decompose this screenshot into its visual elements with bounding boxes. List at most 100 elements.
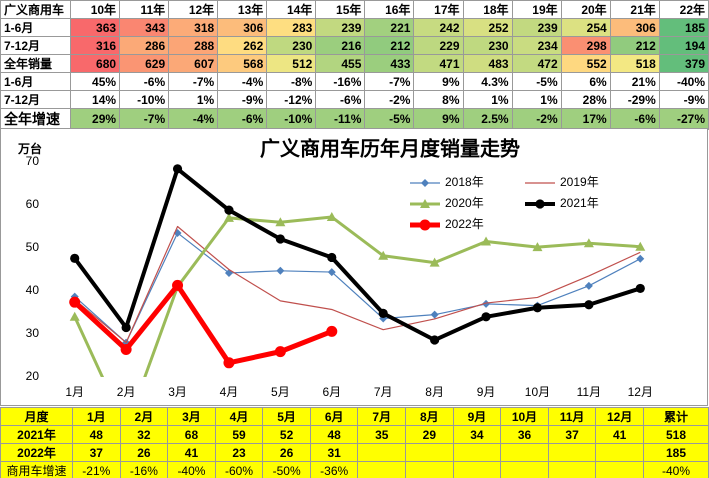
cell: 288 <box>168 36 219 55</box>
cell: -12% <box>266 90 317 109</box>
header-cell: 5月 <box>262 407 311 426</box>
cell <box>357 461 407 478</box>
header-cell: 累计 <box>643 407 709 426</box>
y-tick-label: 60 <box>26 197 40 211</box>
header-cell: 7月 <box>357 407 407 426</box>
cell: 6% <box>560 72 611 91</box>
cell: 2.5% <box>462 108 513 130</box>
cell: 379 <box>658 54 709 73</box>
cell: 298 <box>560 36 611 55</box>
cell: 552 <box>560 54 611 73</box>
x-tick-label: 8月 <box>425 385 444 399</box>
x-tick-label: 2月 <box>117 385 136 399</box>
cell: 全年销量 <box>0 54 71 73</box>
cell: 629 <box>119 54 170 73</box>
cell: -6% <box>217 108 268 130</box>
cell: 1% <box>168 90 219 109</box>
header-cell: 18年 <box>462 0 513 19</box>
cell: -40% <box>167 461 216 478</box>
x-tick-label: 10月 <box>525 385 550 399</box>
header-cell: 22年 <box>658 0 709 19</box>
cell: 185 <box>658 18 709 37</box>
cell: 483 <box>462 54 513 73</box>
cell: 239 <box>315 18 366 37</box>
series-line <box>73 215 641 377</box>
cell: 41 <box>595 425 644 444</box>
cell: 8% <box>413 90 464 109</box>
cell: 194 <box>658 36 709 55</box>
header-cell: 月度 <box>0 407 73 426</box>
cell: -6% <box>119 72 170 91</box>
header-cell: 11月 <box>547 407 597 426</box>
cell: 7-12月 <box>0 36 71 55</box>
cell <box>500 443 549 462</box>
cell: 568 <box>217 54 268 73</box>
cell: 234 <box>511 36 562 55</box>
cell: 45% <box>69 72 121 91</box>
header-cell: 4月 <box>214 407 264 426</box>
header-cell: 13年 <box>217 0 268 19</box>
plot-area <box>69 164 646 377</box>
header-cell: 6月 <box>309 407 359 426</box>
x-tick-label: 7月 <box>374 385 393 399</box>
cell: 9% <box>413 108 464 130</box>
cell: -5% <box>364 108 415 130</box>
x-tick-label: 1月 <box>65 385 84 399</box>
cell: 59 <box>214 425 264 444</box>
cell: 306 <box>609 18 660 37</box>
marker <box>481 236 492 246</box>
header-cell: 1月 <box>72 407 121 426</box>
marker <box>421 179 429 187</box>
cell: 512 <box>266 54 317 73</box>
header-cell: 17年 <box>413 0 464 19</box>
cell: 212 <box>609 36 660 55</box>
cell: -16% <box>119 461 169 478</box>
y-tick-label: 50 <box>26 240 40 254</box>
marker <box>378 308 388 318</box>
y-tick-label: 70 <box>26 154 40 168</box>
table-row: 广义商用车 10年 11年 12年 13年 14年 15年 16年 17年 18年 19年 20年 21… <box>0 0 709 19</box>
marker <box>481 312 491 322</box>
header-cell: 15年 <box>315 0 366 19</box>
marker <box>70 253 80 263</box>
cell: 1-6月 <box>0 72 71 91</box>
cell: 518 <box>609 54 660 73</box>
cell: 48 <box>309 425 359 444</box>
cell: 29% <box>69 108 121 130</box>
marker <box>120 343 132 355</box>
header-cell: 12年 <box>168 0 219 19</box>
cell: 48 <box>72 425 121 444</box>
cell: -50% <box>262 461 311 478</box>
cell: 37 <box>547 425 597 444</box>
marker <box>172 279 184 291</box>
cell: 1% <box>462 90 513 109</box>
cell: 455 <box>315 54 366 73</box>
cell: 2022年 <box>0 443 73 462</box>
header-cell: 16年 <box>364 0 415 19</box>
marker <box>420 199 430 208</box>
table-row: 7-12月 14% -10% 1% -9% -12% -6% -2% 8% 1% 1% 28% -29%… <box>0 90 709 109</box>
y-tick-label: 30 <box>26 326 40 340</box>
marker <box>69 311 80 321</box>
legend-label: 2018年 <box>445 175 484 189</box>
cell: 216 <box>315 36 366 55</box>
cell: -5% <box>511 72 562 91</box>
x-tick-label: 6月 <box>322 385 341 399</box>
table-row: 1-6月 363 343 318 306 283 239 221 242 252 239 254 306… <box>0 18 709 37</box>
cell: 35 <box>357 425 407 444</box>
marker <box>172 164 183 174</box>
header-cell: 广义商用车 <box>0 0 71 19</box>
x-tick-label: 11月 <box>577 385 601 399</box>
cell: 2021年 <box>0 425 73 444</box>
cell: -27% <box>658 108 709 130</box>
marker <box>430 335 440 345</box>
marker <box>327 252 337 263</box>
marker <box>636 254 645 263</box>
cell: 607 <box>168 54 219 73</box>
y-tick-label: 40 <box>26 283 40 297</box>
cell: 28% <box>560 90 611 109</box>
marker <box>430 310 439 319</box>
cell <box>357 443 407 462</box>
marker <box>121 322 131 333</box>
cell: -9% <box>217 90 268 109</box>
